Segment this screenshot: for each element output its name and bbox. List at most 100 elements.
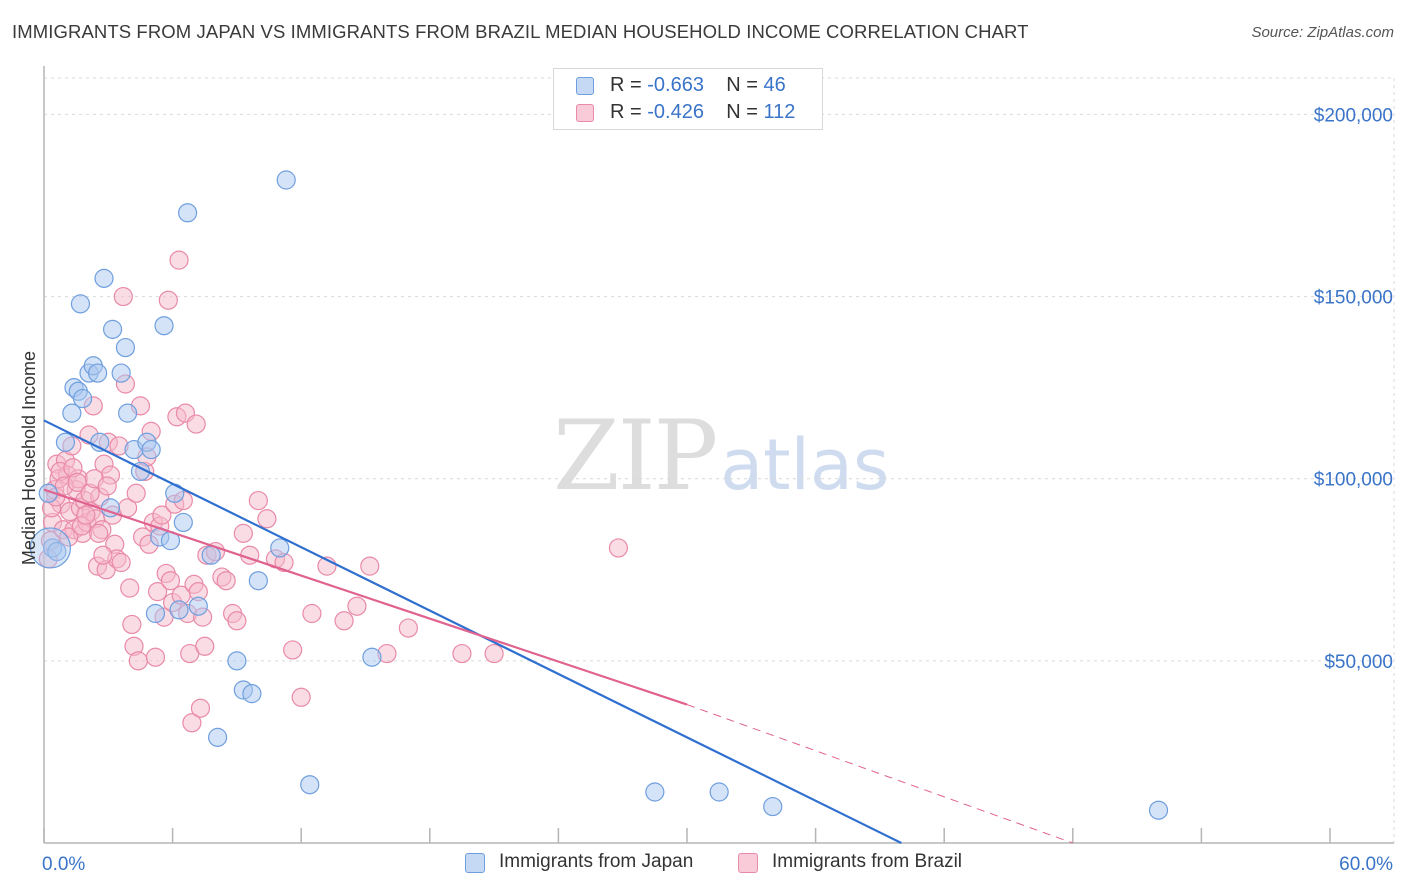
japan-point-40 xyxy=(645,782,665,802)
japan-point-16 xyxy=(117,403,138,423)
japan-point-29 xyxy=(188,596,208,616)
y-tick-label-2: $150,000 xyxy=(1314,288,1393,309)
brazil-point-53 xyxy=(152,505,172,525)
bottom-japan-swatch xyxy=(465,853,485,873)
brazil-point-91 xyxy=(347,596,367,616)
legend-text-brazil: R = -0.426 N = 112 xyxy=(610,101,796,123)
bottom-brazil-label: Immigrants from Brazil xyxy=(772,851,963,872)
x-tick-label-min: 0.0% xyxy=(42,854,85,875)
x-tick-label-max: 60.0% xyxy=(1339,854,1393,875)
brazil-point-92 xyxy=(360,556,380,576)
brazil-trend-line-1 xyxy=(43,488,688,706)
japan-point-43 xyxy=(1148,800,1169,820)
brazil-swatch xyxy=(576,104,594,122)
brazil-point-94 xyxy=(398,618,418,638)
brazil-point-77 xyxy=(216,571,236,591)
brazil-point-67 xyxy=(182,713,202,733)
japan-point-39 xyxy=(362,647,382,667)
brazil-point-34 xyxy=(111,552,131,573)
brazil-point-82 xyxy=(248,490,268,511)
brazil-point-35 xyxy=(113,286,133,307)
brazil-point-56 xyxy=(158,290,178,310)
japan-point-13 xyxy=(102,319,123,339)
japan-point-30 xyxy=(201,545,221,565)
japan-trend-line-0 xyxy=(43,419,902,844)
brazil-point-69 xyxy=(186,414,206,434)
y-tick-label-1: $100,000 xyxy=(1314,470,1393,491)
trend-lines xyxy=(43,419,1073,844)
brazil-point-73 xyxy=(195,636,215,656)
brazil-point-38 xyxy=(120,578,140,598)
japan-point-20 xyxy=(141,439,161,460)
brazil-points xyxy=(38,250,629,733)
japan-point-21 xyxy=(145,603,166,624)
brazil-point-41 xyxy=(126,483,146,503)
brazil-point-102 xyxy=(59,527,79,547)
brazil-point-95 xyxy=(452,643,472,664)
axes xyxy=(43,66,1394,844)
brazil-point-96 xyxy=(484,643,504,664)
japan-point-5 xyxy=(72,388,93,409)
japan-point-14 xyxy=(115,337,136,358)
watermark-atlas: atlas xyxy=(720,424,890,506)
brazil-trend-line-2 xyxy=(686,704,1073,844)
japan-points xyxy=(29,170,1169,820)
japan-swatch xyxy=(576,77,594,95)
brazil-point-110 xyxy=(93,545,113,565)
brazil-point-111 xyxy=(97,476,117,496)
y-tick-labels: $50,000 $100,000 $150,000 $200,000 xyxy=(1314,105,1393,672)
y-axis-title: Median Household Income xyxy=(19,351,39,565)
japan-point-15 xyxy=(111,363,131,383)
japan-point-35 xyxy=(248,571,268,591)
brazil-point-79 xyxy=(227,611,247,631)
japan-point-26 xyxy=(169,600,189,620)
bottom-japan-label: Immigrants from Japan xyxy=(499,851,694,872)
japan-point-36 xyxy=(270,538,290,558)
watermark: ZIPatlas xyxy=(553,400,889,512)
brazil-point-109 xyxy=(89,523,109,543)
y-tick-label-3: $200,000 xyxy=(1314,105,1393,126)
brazil-point-42 xyxy=(128,651,148,671)
x-tick-labels: 0.0% 60.0% xyxy=(42,854,1393,875)
brazil-point-39 xyxy=(122,614,142,635)
japan-point-23 xyxy=(154,316,174,336)
japan-point-41 xyxy=(709,782,729,802)
brazil-point-50 xyxy=(145,647,166,667)
brazil-point-97 xyxy=(608,538,629,558)
brazil-point-80 xyxy=(233,523,253,543)
japan-point-9 xyxy=(87,363,108,383)
brazil-point-87 xyxy=(291,687,311,707)
brazil-point-83 xyxy=(257,509,277,529)
japan-point-45 xyxy=(47,541,67,562)
gridlines xyxy=(44,77,1395,843)
correlation-legend: R = -0.663 N = 46 R = -0.426 N = 112 xyxy=(553,68,823,130)
brazil-point-51 xyxy=(147,582,168,602)
japan-point-cluster xyxy=(29,527,72,569)
brazil-point-61 xyxy=(169,250,189,270)
japan-point-31 xyxy=(208,727,228,747)
chart-title: IMMIGRANTS FROM JAPAN VS IMMIGRANTS FROM… xyxy=(12,21,1029,42)
japan-point-34 xyxy=(242,684,262,704)
brazil-point-86 xyxy=(283,640,303,660)
japan-point-42 xyxy=(763,796,783,817)
chart-source: Source: ZipAtlas.com xyxy=(1251,24,1394,41)
brazil-point-90 xyxy=(334,611,354,631)
brazil-point-57 xyxy=(160,571,181,591)
japan-point-32 xyxy=(227,651,247,671)
watermark-zip: ZIP xyxy=(553,400,718,512)
japan-point-37 xyxy=(276,170,296,190)
japan-point-1 xyxy=(55,432,76,452)
bottom-brazil-swatch xyxy=(738,853,758,873)
japan-point-38 xyxy=(300,775,320,795)
legend-text-japan: R = -0.663 N = 46 xyxy=(610,74,786,96)
japan-point-2 xyxy=(62,403,82,423)
japan-point-11 xyxy=(94,268,114,288)
japan-point-27 xyxy=(173,512,193,533)
japan-point-6 xyxy=(70,294,91,314)
japan-point-28 xyxy=(178,203,198,223)
brazil-point-88 xyxy=(302,603,322,624)
y-tick-label-0: $50,000 xyxy=(1324,652,1393,673)
brazil-point-71 xyxy=(190,698,211,718)
brazil-point-106 xyxy=(76,505,96,525)
